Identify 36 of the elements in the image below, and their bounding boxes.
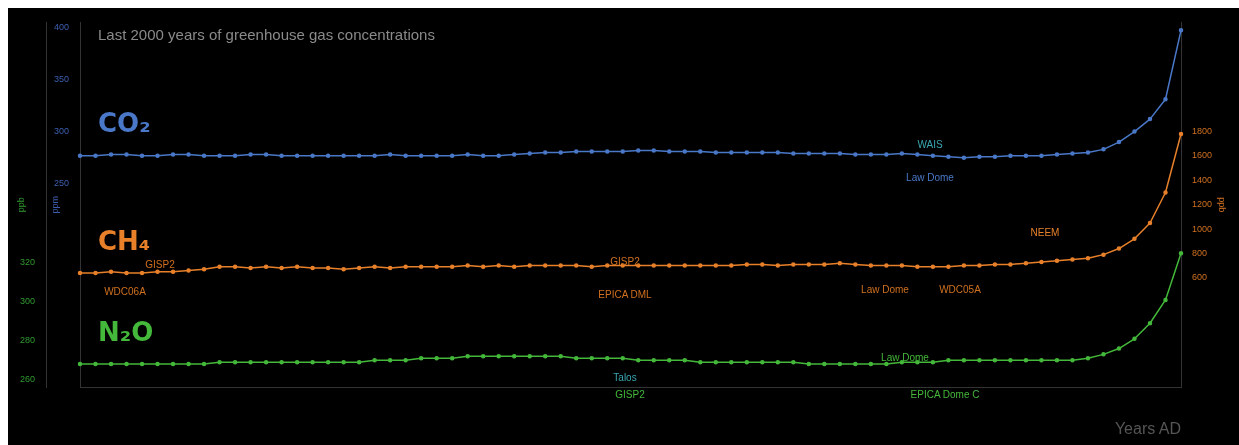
y-tick-label: 350	[53, 73, 69, 84]
y-tick-label: 300	[53, 126, 69, 137]
y2-tick-label: 1600	[1192, 150, 1213, 161]
y3-tick-label: 320	[19, 257, 35, 268]
y2-tick-label: 800	[1192, 247, 1208, 258]
y-axis-title: ppm	[49, 195, 60, 214]
annotation: WDC05A	[939, 283, 982, 295]
y-tick-label: 250	[53, 178, 69, 189]
y3-tick-label: 260	[19, 374, 35, 385]
x-axis-title: Years AD	[1114, 419, 1181, 437]
annotation: GISP2	[145, 258, 176, 270]
annotation: Law Dome	[861, 283, 910, 295]
series-label: CH₄	[98, 225, 151, 256]
annotation: GISP2	[610, 255, 641, 267]
annotation: EPICA DML	[598, 288, 653, 300]
y2-tick-label: 1200	[1192, 199, 1213, 210]
y3-tick-label: 280	[19, 335, 35, 346]
y2-tick-label: 600	[1192, 272, 1208, 283]
series-label: CO₂	[98, 108, 151, 139]
y2-tick-label: 1800	[1192, 126, 1213, 137]
y2-axis-title: ppb	[1217, 197, 1228, 213]
annotation: WAIS	[917, 138, 943, 150]
y3-axis-title: ppb	[15, 197, 26, 213]
y3-tick-label: 300	[19, 296, 35, 307]
annotation: WDC06A	[104, 285, 147, 297]
text: EPICA Dome C	[910, 388, 980, 400]
chart-title: Last 2000 years of greenhouse gas concentrations	[98, 26, 435, 44]
y-tick-label: 400	[53, 21, 69, 32]
annotation: Law Dome	[906, 171, 955, 183]
series-label: N₂O	[98, 316, 154, 347]
text: GISP2	[615, 388, 646, 400]
y2-tick-label: 1000	[1192, 223, 1213, 234]
annotation: Talos	[613, 371, 637, 383]
annotation: Law Dome	[881, 351, 930, 363]
annotation: NEEM	[1030, 226, 1060, 238]
y2-tick-label: 1400	[1192, 174, 1213, 185]
